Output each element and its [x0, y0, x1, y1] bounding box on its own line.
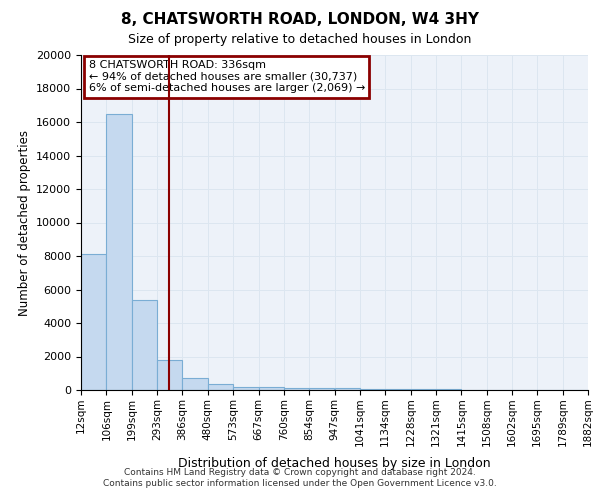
- Bar: [157, 360, 182, 390]
- Bar: [233, 386, 259, 390]
- Bar: [385, 389, 410, 390]
- Text: Size of property relative to detached houses in London: Size of property relative to detached ho…: [128, 32, 472, 46]
- Bar: [106, 114, 132, 390]
- X-axis label: Distribution of detached houses by size in London: Distribution of detached houses by size …: [178, 458, 491, 470]
- Bar: [360, 389, 385, 390]
- Y-axis label: Number of detached properties: Number of detached properties: [17, 130, 31, 316]
- Bar: [410, 389, 436, 390]
- Text: 8, CHATSWORTH ROAD, LONDON, W4 3HY: 8, CHATSWORTH ROAD, LONDON, W4 3HY: [121, 12, 479, 28]
- Bar: [208, 384, 233, 390]
- Bar: [309, 388, 335, 390]
- Bar: [259, 388, 284, 390]
- Bar: [182, 378, 208, 390]
- Bar: [81, 254, 106, 390]
- Text: 8 CHATSWORTH ROAD: 336sqm
← 94% of detached houses are smaller (30,737)
6% of se: 8 CHATSWORTH ROAD: 336sqm ← 94% of detac…: [89, 60, 365, 93]
- Text: Contains HM Land Registry data © Crown copyright and database right 2024.
Contai: Contains HM Land Registry data © Crown c…: [103, 468, 497, 487]
- Bar: [284, 388, 309, 390]
- Bar: [132, 300, 157, 390]
- Bar: [335, 388, 360, 390]
